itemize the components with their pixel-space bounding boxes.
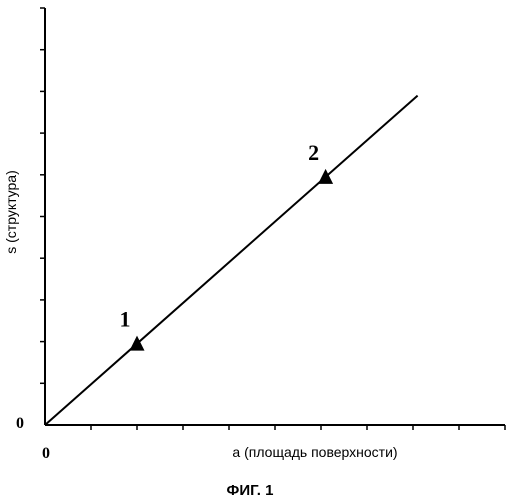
y-axis-label: s (структура) xyxy=(3,170,19,254)
axes xyxy=(45,8,505,425)
point-label-2: 2 xyxy=(308,140,319,165)
series-line-1 xyxy=(45,96,418,425)
data-points: 12 xyxy=(120,140,334,351)
point-label-1: 1 xyxy=(120,307,131,332)
x-tick-label-0: 0 xyxy=(42,445,50,462)
series xyxy=(45,96,418,425)
y-tick-label-0: 0 xyxy=(16,415,24,432)
x-axis-label: a (площадь поверхности) xyxy=(232,444,397,460)
figure-caption: ФИГ. 1 xyxy=(227,482,274,499)
